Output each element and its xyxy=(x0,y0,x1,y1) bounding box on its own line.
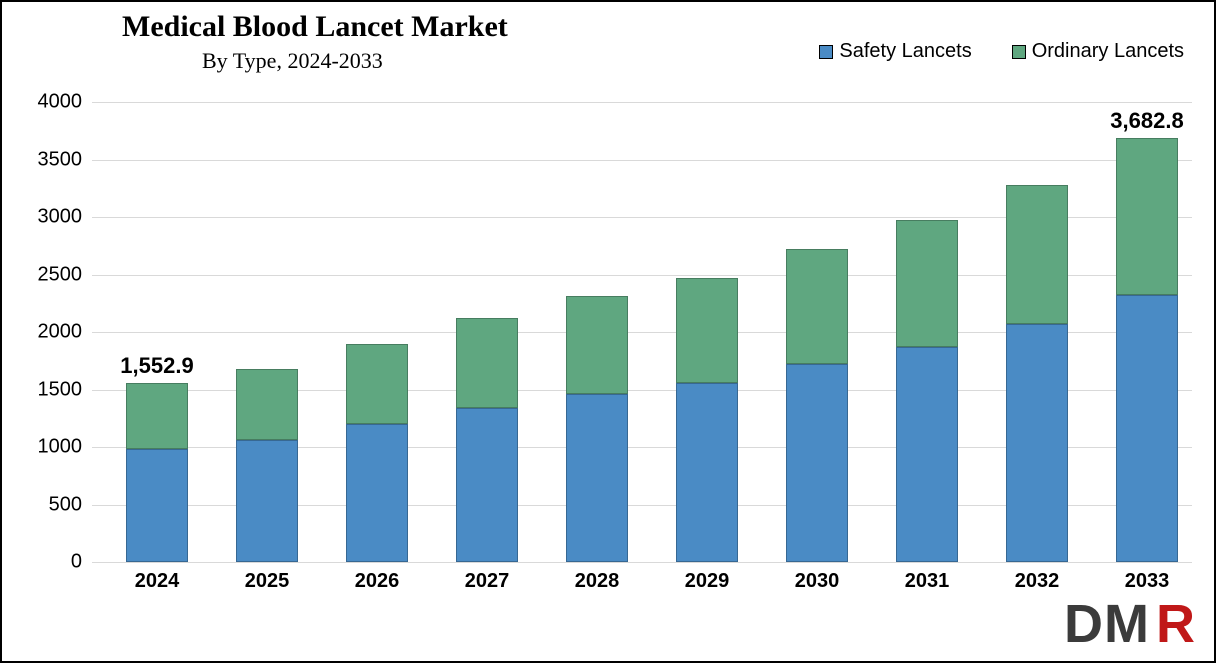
bar-segment xyxy=(346,344,408,425)
logo-r: R xyxy=(1156,596,1195,652)
legend-swatch-ordinary xyxy=(1012,45,1026,59)
bar-segment xyxy=(456,408,518,562)
y-axis-label: 2500 xyxy=(22,263,82,286)
bar-segment xyxy=(566,296,628,394)
bar-segment xyxy=(1006,324,1068,562)
bars: 20241,552.920252026202720282029203020312… xyxy=(92,102,1192,562)
legend-swatch-safety xyxy=(819,45,833,59)
y-axis-label: 3000 xyxy=(22,206,82,229)
y-axis-label: 3500 xyxy=(22,148,82,171)
x-axis-label: 2032 xyxy=(1015,570,1060,593)
bar-segment xyxy=(126,383,188,449)
y-axis-label: 500 xyxy=(22,493,82,516)
x-axis-label: 2027 xyxy=(465,570,510,593)
logo-d: D xyxy=(1064,596,1103,652)
bar-segment xyxy=(1006,185,1068,324)
bar-segment xyxy=(126,449,188,562)
y-axis-label: 4000 xyxy=(22,91,82,114)
bar-segment xyxy=(236,369,298,440)
y-axis-label: 1000 xyxy=(22,436,82,459)
dmr-logo: D M R xyxy=(1064,596,1204,657)
legend-label-safety: Safety Lancets xyxy=(839,40,971,63)
x-axis-label: 2024 xyxy=(135,570,180,593)
legend-item-safety: Safety Lancets xyxy=(819,40,971,63)
x-axis-label: 2026 xyxy=(355,570,400,593)
bar-segment xyxy=(786,364,848,562)
bar-segment xyxy=(456,318,518,408)
plot-area: 05001000150020002500300035004000 20241,5… xyxy=(92,102,1192,562)
bar-segment xyxy=(896,220,958,347)
x-axis-label: 2029 xyxy=(685,570,730,593)
bar-segment xyxy=(786,249,848,364)
header: Medical Blood Lancet Market By Type, 202… xyxy=(2,10,1214,90)
chart-subtitle: By Type, 2024-2033 xyxy=(202,48,383,74)
bar-segment xyxy=(566,394,628,562)
bar-segment xyxy=(676,278,738,383)
y-axis-label: 0 xyxy=(22,551,82,574)
bar-segment xyxy=(236,440,298,562)
bar-segment xyxy=(346,424,408,562)
data-label: 1,552.9 xyxy=(120,353,193,379)
x-axis-label: 2028 xyxy=(575,570,620,593)
chart-frame: Medical Blood Lancet Market By Type, 202… xyxy=(0,0,1216,663)
bar-segment xyxy=(1116,138,1178,295)
bar-segment xyxy=(676,383,738,562)
data-label: 3,682.8 xyxy=(1110,108,1183,134)
logo-m: M xyxy=(1104,596,1149,652)
x-axis-label: 2025 xyxy=(245,570,290,593)
bar-segment xyxy=(1116,295,1178,562)
legend: Safety Lancets Ordinary Lancets xyxy=(819,40,1184,63)
bar-segment xyxy=(896,347,958,562)
legend-label-ordinary: Ordinary Lancets xyxy=(1032,40,1184,63)
x-axis-label: 2030 xyxy=(795,570,840,593)
chart-title: Medical Blood Lancet Market xyxy=(122,10,508,44)
x-axis-label: 2031 xyxy=(905,570,950,593)
x-axis-label: 2033 xyxy=(1125,570,1170,593)
legend-item-ordinary: Ordinary Lancets xyxy=(1012,40,1184,63)
grid-line xyxy=(92,562,1192,563)
y-axis-label: 2000 xyxy=(22,321,82,344)
y-axis-label: 1500 xyxy=(22,378,82,401)
